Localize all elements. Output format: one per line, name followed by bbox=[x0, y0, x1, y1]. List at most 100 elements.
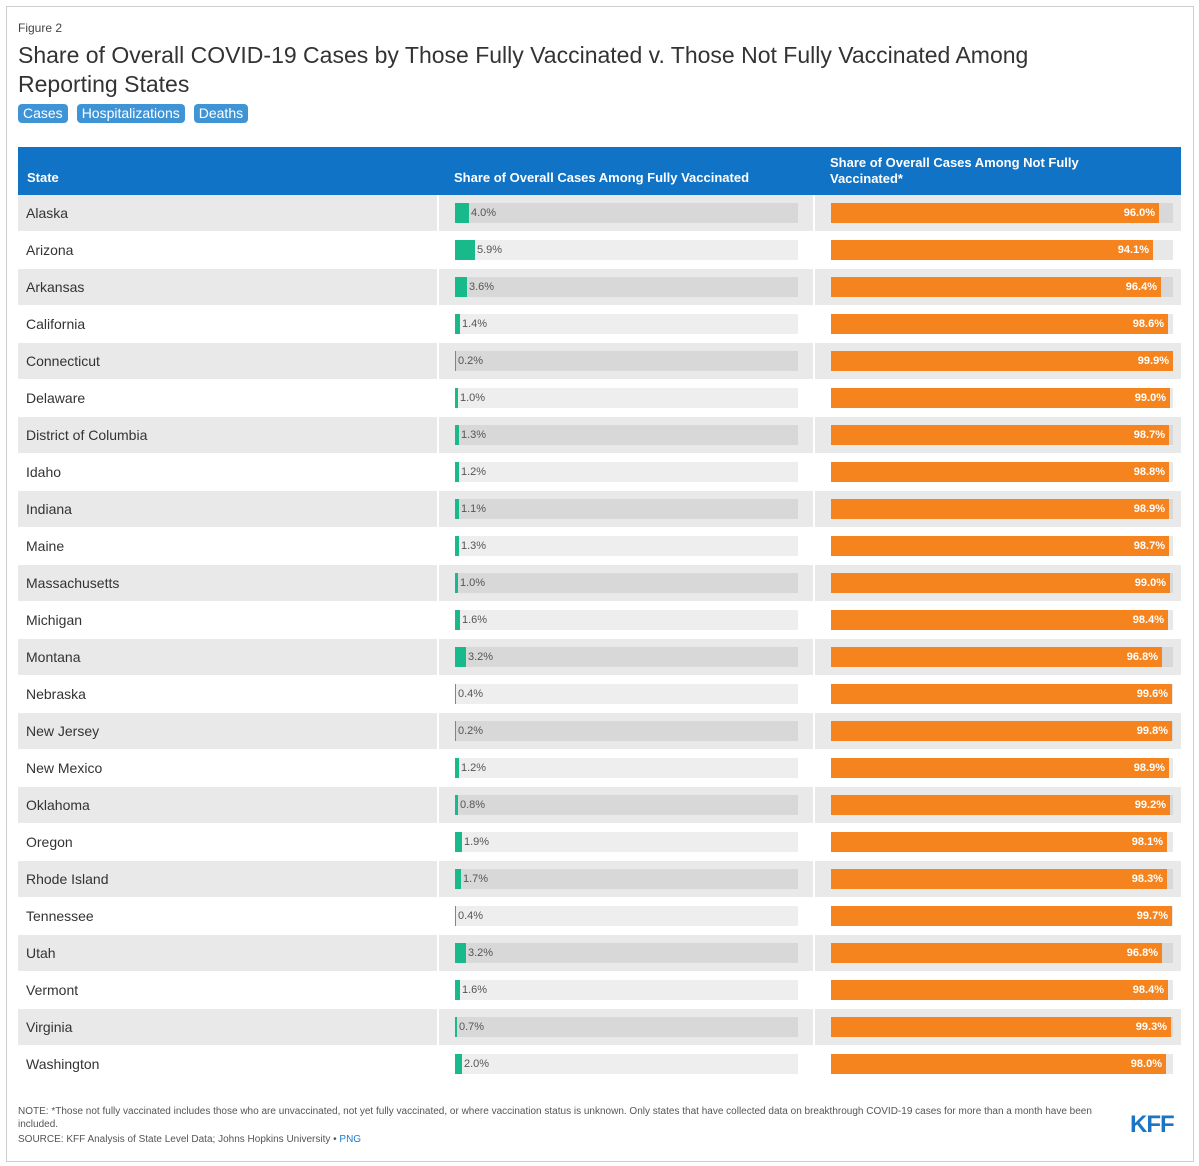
not-fully-vaccinated-bar[interactable] bbox=[831, 499, 1169, 519]
footnote: NOTE: *Those not fully vaccinated includ… bbox=[18, 1106, 1092, 1130]
state-name: Michigan bbox=[26, 612, 83, 628]
fully-vaccinated-cell: 1.3% bbox=[439, 528, 813, 564]
state-name: Oregon bbox=[26, 834, 73, 850]
fully-vaccinated-bar[interactable] bbox=[455, 758, 459, 778]
not-fully-vaccinated-bar[interactable] bbox=[831, 351, 1173, 371]
bar-track bbox=[455, 647, 798, 667]
fully-vaccinated-bar[interactable] bbox=[455, 684, 456, 704]
fully-vaccinated-bar[interactable] bbox=[455, 203, 469, 223]
column-header-state[interactable]: State bbox=[27, 170, 59, 185]
fully-vaccinated-cell: 1.1% bbox=[439, 491, 813, 527]
fully-vaccinated-bar[interactable] bbox=[455, 499, 459, 519]
state-name: Massachusetts bbox=[18, 565, 437, 601]
bar-track bbox=[455, 425, 798, 445]
not-fully-vaccinated-bar[interactable] bbox=[831, 684, 1172, 704]
fully-vaccinated-cell: 1.9% bbox=[439, 824, 813, 860]
not-fully-vaccinated-cell: 98.9% bbox=[815, 491, 1181, 527]
fully-vaccinated-label: 3.2% bbox=[468, 651, 494, 663]
state-name: Washington bbox=[26, 1056, 100, 1072]
fully-vaccinated-bar[interactable] bbox=[455, 943, 466, 963]
table-row: Maine 1.3% 98.7% bbox=[18, 528, 1181, 565]
table-header: State Share of Overall Cases Among Fully… bbox=[18, 147, 1181, 195]
not-fully-vaccinated-label: 99.0% bbox=[1134, 577, 1166, 589]
not-fully-vaccinated-bar[interactable] bbox=[831, 980, 1168, 1000]
fully-vaccinated-label: 3.6% bbox=[469, 281, 495, 293]
not-fully-vaccinated-bar[interactable] bbox=[831, 314, 1168, 334]
fully-vaccinated-bar[interactable] bbox=[455, 351, 456, 371]
not-fully-vaccinated-bar[interactable] bbox=[831, 240, 1153, 260]
not-fully-vaccinated-cell: 99.2% bbox=[815, 787, 1181, 823]
fully-vaccinated-bar[interactable] bbox=[455, 425, 459, 445]
bar-track bbox=[455, 610, 798, 630]
tab-hospitalizations[interactable]: Hospitalizations bbox=[76, 104, 185, 123]
table-row: District of Columbia 1.3% 98.7% bbox=[18, 417, 1181, 454]
tab-deaths[interactable]: Deaths bbox=[193, 104, 249, 123]
not-fully-vaccinated-bar[interactable] bbox=[831, 462, 1169, 482]
not-fully-vaccinated-label: 99.9% bbox=[1137, 355, 1169, 367]
column-header-fully-vaccinated[interactable]: Share of Overall Cases Among Fully Vacci… bbox=[454, 170, 750, 185]
not-fully-vaccinated-bar[interactable] bbox=[831, 1017, 1171, 1037]
fully-vaccinated-bar[interactable] bbox=[455, 573, 458, 593]
fully-vaccinated-bar[interactable] bbox=[455, 832, 462, 852]
fully-vaccinated-bar[interactable] bbox=[455, 906, 456, 926]
not-fully-vaccinated-cell: 99.7% bbox=[815, 898, 1181, 934]
not-fully-vaccinated-cell: 99.0% bbox=[815, 380, 1181, 416]
not-fully-vaccinated-bar[interactable] bbox=[831, 1054, 1166, 1074]
fully-vaccinated-cell: 1.6% bbox=[439, 972, 813, 1008]
not-fully-vaccinated-bar[interactable] bbox=[831, 906, 1172, 926]
table-row: Alaska 4.0% 96.0% bbox=[18, 195, 1181, 232]
png-download-link[interactable]: PNG bbox=[339, 1134, 362, 1145]
state-name: Indiana bbox=[18, 491, 437, 527]
not-fully-vaccinated-label: 96.8% bbox=[1126, 947, 1158, 959]
fully-vaccinated-label: 5.9% bbox=[477, 244, 503, 256]
not-fully-vaccinated-bar[interactable] bbox=[831, 869, 1167, 889]
state-name: Nebraska bbox=[26, 686, 86, 702]
not-fully-vaccinated-bar[interactable] bbox=[831, 573, 1170, 593]
fully-vaccinated-bar[interactable] bbox=[455, 462, 459, 482]
not-fully-vaccinated-bar[interactable] bbox=[831, 388, 1170, 408]
not-fully-vaccinated-bar[interactable] bbox=[831, 943, 1162, 963]
not-fully-vaccinated-label: 98.9% bbox=[1133, 762, 1165, 774]
not-fully-vaccinated-bar[interactable] bbox=[831, 536, 1169, 556]
not-fully-vaccinated-bar[interactable] bbox=[831, 647, 1162, 667]
fully-vaccinated-bar[interactable] bbox=[455, 240, 475, 260]
fully-vaccinated-bar[interactable] bbox=[455, 980, 460, 1000]
table-row: Michigan 1.6% 98.4% bbox=[18, 602, 1181, 639]
not-fully-vaccinated-cell: 98.4% bbox=[815, 602, 1181, 638]
fully-vaccinated-bar[interactable] bbox=[455, 1054, 462, 1074]
fully-vaccinated-bar[interactable] bbox=[455, 795, 458, 815]
not-fully-vaccinated-cell: 96.8% bbox=[815, 639, 1181, 675]
tab-cases[interactable]: Cases bbox=[18, 104, 68, 123]
not-fully-vaccinated-bar[interactable] bbox=[831, 203, 1159, 223]
column-header-not-fully-vaccinated[interactable]: Share of Overall Cases Among Not Fully V… bbox=[830, 155, 1079, 186]
fully-vaccinated-bar[interactable] bbox=[455, 721, 456, 741]
bar-track bbox=[455, 573, 798, 593]
not-fully-vaccinated-label: 98.4% bbox=[1132, 614, 1164, 626]
bar-track bbox=[455, 1017, 798, 1037]
fully-vaccinated-label: 1.7% bbox=[463, 873, 489, 885]
not-fully-vaccinated-cell: 98.7% bbox=[815, 528, 1181, 564]
fully-vaccinated-label: 1.2% bbox=[461, 762, 487, 774]
fully-vaccinated-cell: 2.0% bbox=[439, 1046, 813, 1082]
not-fully-vaccinated-bar[interactable] bbox=[831, 277, 1161, 297]
fully-vaccinated-bar[interactable] bbox=[455, 1017, 457, 1037]
not-fully-vaccinated-bar[interactable] bbox=[831, 832, 1167, 852]
fully-vaccinated-bar[interactable] bbox=[455, 610, 460, 630]
fully-vaccinated-label: 4.0% bbox=[471, 207, 497, 219]
fully-vaccinated-bar[interactable] bbox=[455, 314, 460, 334]
not-fully-vaccinated-bar[interactable] bbox=[831, 610, 1168, 630]
not-fully-vaccinated-bar[interactable] bbox=[831, 758, 1169, 778]
bar-track bbox=[455, 943, 798, 963]
not-fully-vaccinated-bar[interactable] bbox=[831, 795, 1170, 815]
fully-vaccinated-cell: 1.3% bbox=[439, 417, 813, 453]
fully-vaccinated-bar[interactable] bbox=[455, 647, 466, 667]
data-table: State Share of Overall Cases Among Fully… bbox=[18, 147, 1181, 1083]
fully-vaccinated-label: 1.9% bbox=[464, 836, 490, 848]
state-name: New Jersey bbox=[18, 713, 437, 749]
not-fully-vaccinated-bar[interactable] bbox=[831, 425, 1169, 445]
not-fully-vaccinated-bar[interactable] bbox=[831, 721, 1172, 741]
fully-vaccinated-bar[interactable] bbox=[455, 277, 467, 297]
fully-vaccinated-bar[interactable] bbox=[455, 536, 459, 556]
fully-vaccinated-bar[interactable] bbox=[455, 869, 461, 889]
fully-vaccinated-bar[interactable] bbox=[455, 388, 458, 408]
